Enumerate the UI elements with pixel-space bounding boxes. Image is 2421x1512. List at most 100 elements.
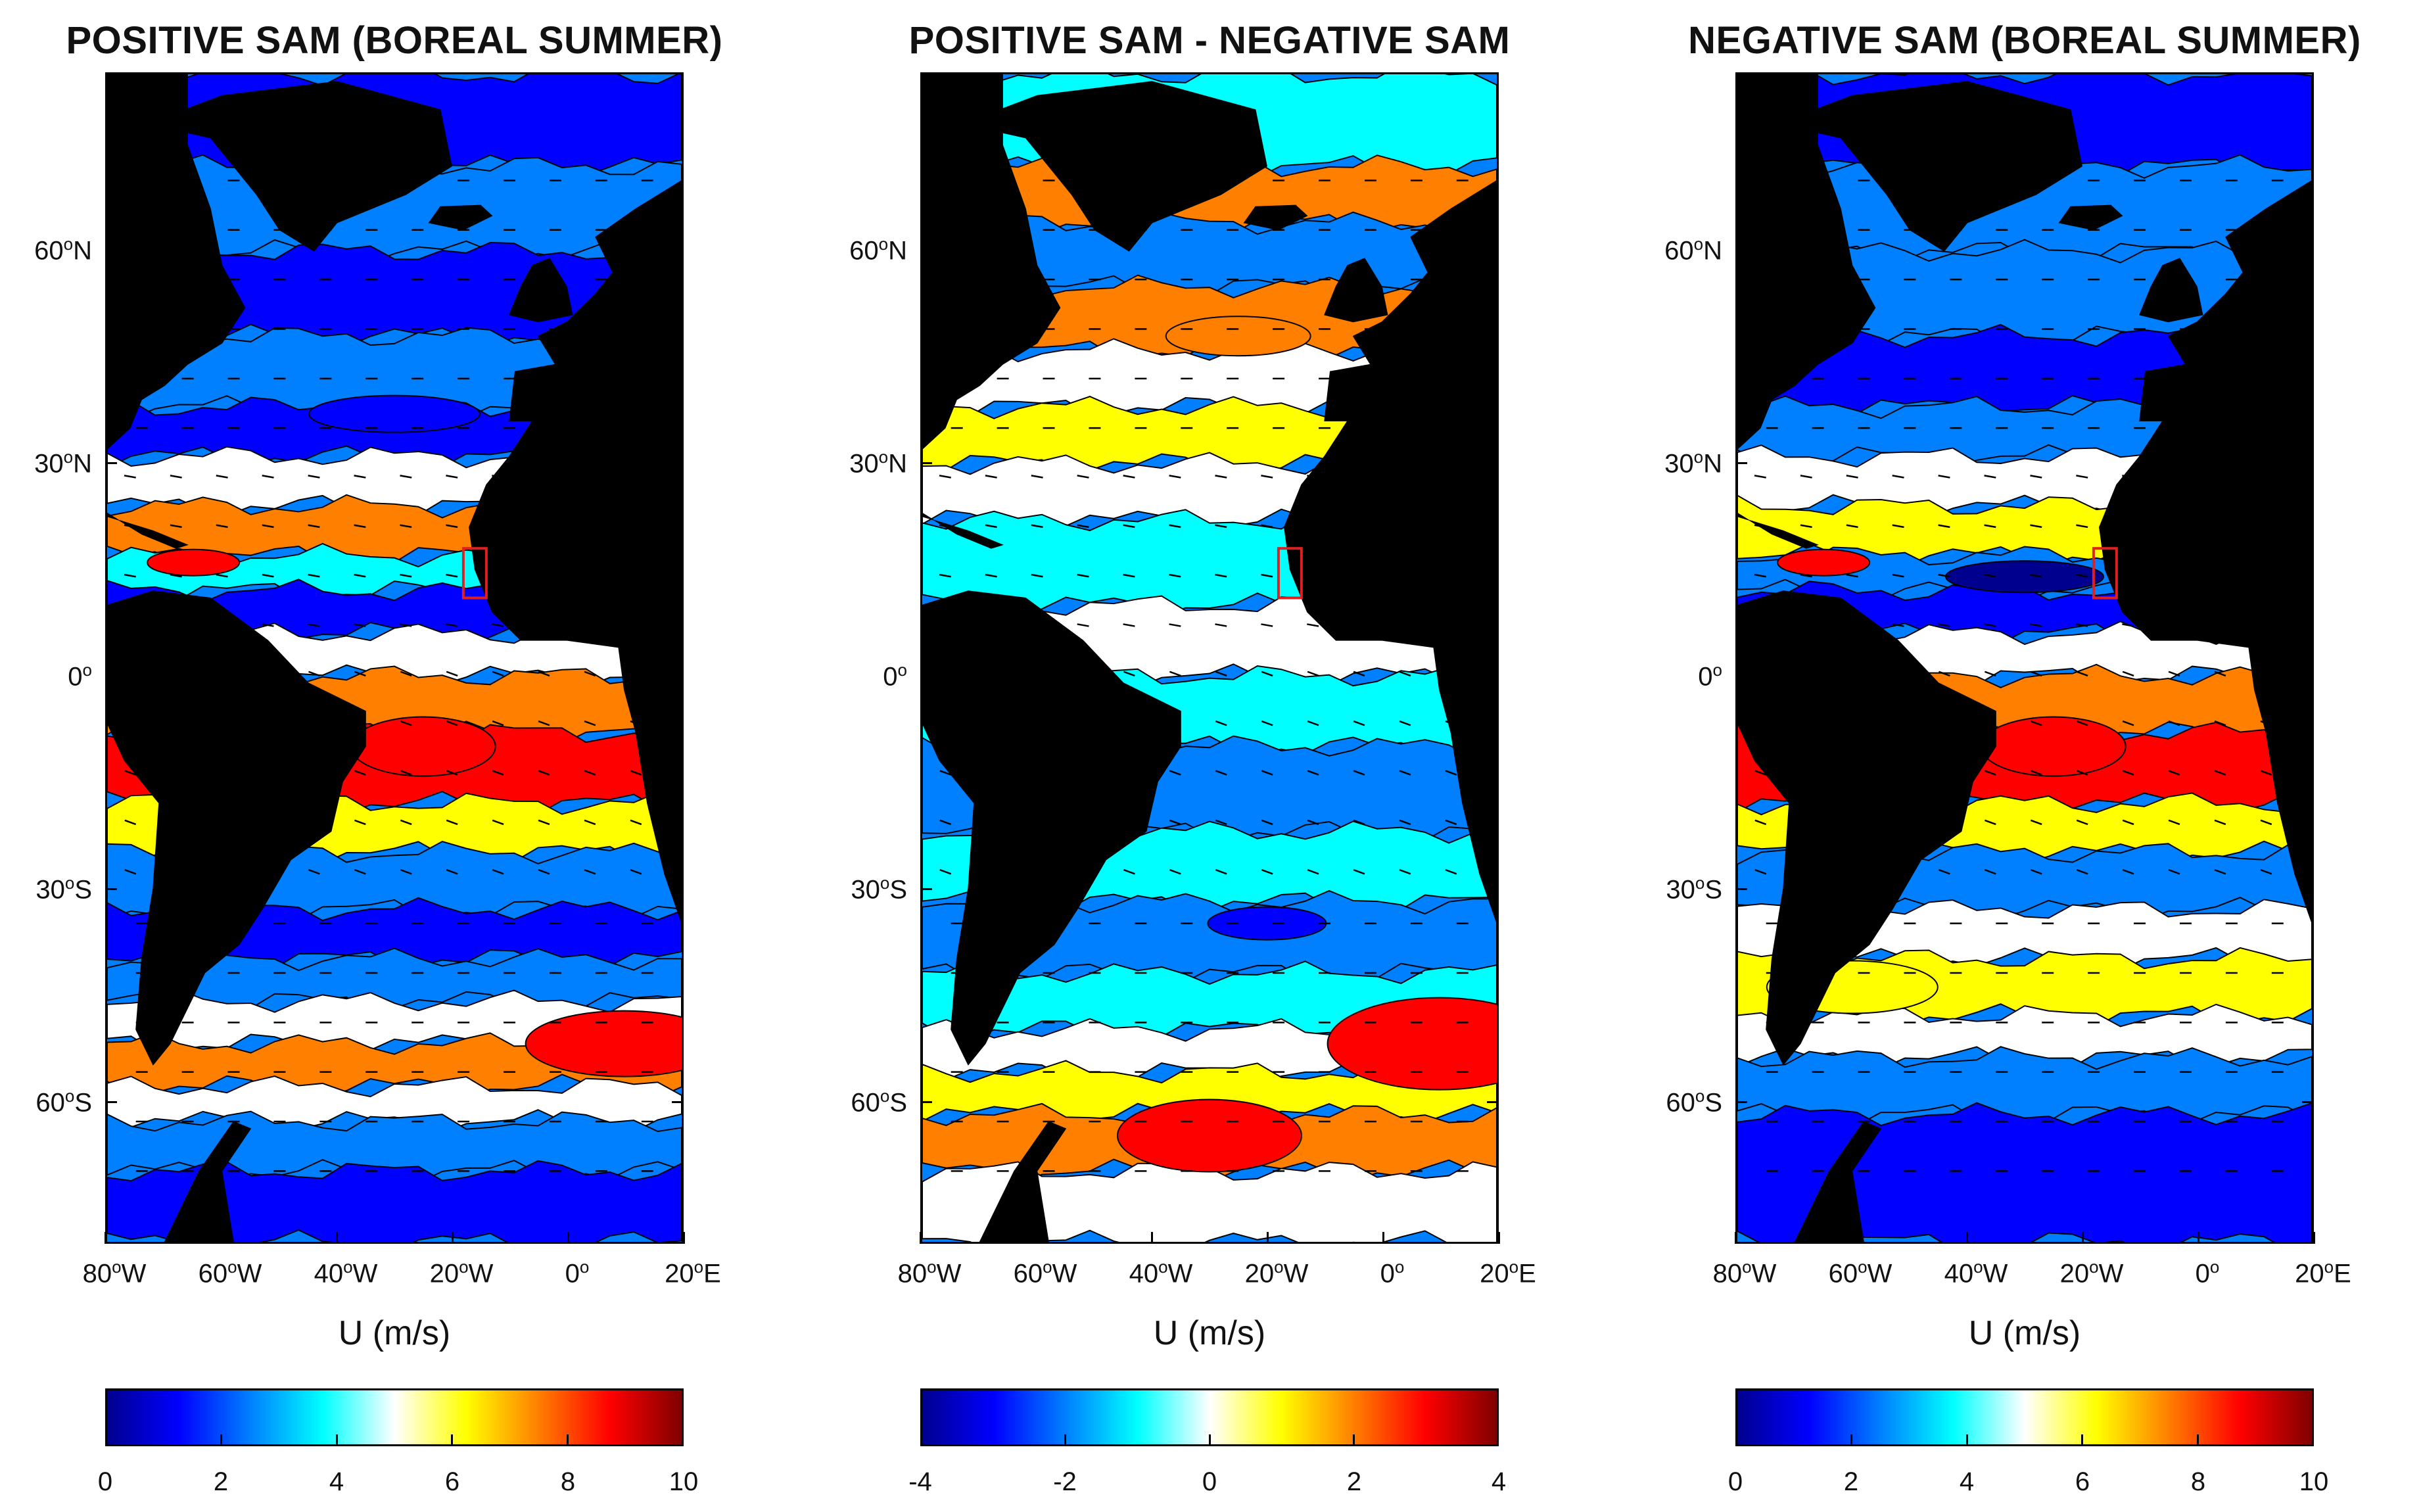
wind-vector: [2076, 623, 2088, 627]
greenland-landmass: [961, 81, 1267, 252]
europe-landmass: [1324, 179, 1497, 421]
latitude-tick-mark: [2302, 1101, 2314, 1103]
wind-vector: [2168, 868, 2180, 875]
wind-vector: [1215, 671, 1227, 677]
colorbar-tick-label: 6: [444, 1467, 460, 1496]
wind-vector: [1077, 573, 1089, 578]
wind-vector: [446, 770, 458, 776]
wind-vector: [492, 623, 504, 627]
longitude-tick-label: 80oW: [1712, 1257, 1777, 1288]
colorbar: [105, 1388, 684, 1446]
wind-vector: [492, 720, 504, 726]
wind-vector: [1984, 475, 1996, 479]
panel-title: POSITIVE SAM (BOREAL SUMMER): [66, 19, 723, 62]
colorbar: [1735, 1388, 2314, 1446]
latitude-tick-label: 60oN: [34, 234, 92, 266]
latitude-tick-mark: [920, 675, 932, 677]
wind-vector: [630, 819, 642, 826]
wind-vector: [2122, 770, 2134, 776]
wind-vector: [1307, 770, 1319, 776]
x-axis-title: U (m/s): [338, 1314, 451, 1352]
longitude-tick-label: 40oW: [314, 1257, 378, 1288]
contour-maximum: [1327, 997, 1497, 1091]
wind-vector: [1984, 770, 1996, 776]
caribbean-landmass: [107, 512, 189, 549]
latitude-tick-mark: [1487, 888, 1499, 890]
wind-vector: [1215, 720, 1227, 726]
latitude-tick-label: 60oN: [849, 234, 907, 266]
north-america-landmass: [922, 74, 1061, 450]
wind-vector: [2076, 671, 2088, 677]
wind-vector: [308, 524, 320, 529]
africa-landmass: [1284, 413, 1497, 924]
wind-vector: [538, 819, 550, 826]
latitude-tick-mark: [920, 888, 932, 890]
colorbar-tick-label: 8: [2190, 1467, 2206, 1496]
latitude-tick-label: 60oN: [1664, 234, 1722, 266]
wind-vector: [1754, 770, 1767, 776]
contour-band: [1737, 1046, 2312, 1126]
wind-vector: [1399, 770, 1411, 776]
wind-vector: [1938, 475, 1950, 479]
latitude-tick-mark: [1487, 675, 1499, 677]
wind-vector: [1800, 573, 1812, 578]
longitude-tick-mark: [1151, 1232, 1153, 1244]
wind-vector: [1846, 524, 1858, 529]
wind-vector: [262, 475, 274, 479]
latitude-tick-mark: [105, 888, 117, 890]
wind-vector: [1123, 475, 1135, 479]
wind-vector: [584, 819, 596, 826]
wind-vector: [1353, 868, 1365, 875]
colorbar-tick-mark: [1850, 1434, 1853, 1445]
wind-vector: [354, 671, 366, 677]
british-isles-landmass: [1324, 258, 1388, 323]
wind-vector: [584, 770, 596, 776]
contour-maximum: [147, 548, 241, 577]
wind-vector: [1399, 819, 1411, 826]
wind-vector: [584, 720, 596, 726]
latitude-tick-mark: [2302, 462, 2314, 464]
panel-title: NEGATIVE SAM (BOREAL SUMMER): [1688, 19, 2361, 62]
caribbean-landmass: [1737, 512, 1819, 549]
colorbar-tick-mark: [920, 1434, 922, 1445]
wind-vector: [2076, 868, 2088, 875]
wind-vector: [1800, 475, 1812, 479]
north-america-landmass: [1737, 74, 1876, 450]
latitude-tick-mark: [1487, 249, 1499, 251]
longitude-tick-label: 20oE: [2295, 1257, 2351, 1288]
wind-vector: [1261, 573, 1273, 578]
wind-vector: [262, 524, 274, 529]
latitude-tick-label: 60oS: [851, 1086, 907, 1118]
wind-vector: [1123, 573, 1135, 578]
wind-vector: [1261, 623, 1273, 627]
south-america-landmass: [922, 590, 1181, 1066]
wind-vector: [216, 475, 228, 479]
wind-vector: [939, 819, 952, 826]
wind-vector: [170, 475, 182, 479]
contour-maximum: [1165, 316, 1311, 357]
wind-vector: [2168, 819, 2180, 826]
contour-maximum: [308, 394, 481, 433]
contour-maximum: [350, 716, 496, 777]
wind-vector: [2030, 671, 2042, 677]
longitude-tick-mark: [452, 1232, 454, 1244]
colorbar-tick-mark: [2312, 1434, 2314, 1445]
longitude-tick-label: 60oW: [1828, 1257, 1892, 1288]
wind-vector: [2076, 573, 2088, 578]
longitude-tick-mark: [567, 1232, 569, 1244]
wind-vector: [1169, 524, 1181, 529]
wind-vector: [1123, 524, 1135, 529]
latitude-tick-mark: [1735, 249, 1747, 251]
longitude-tick-label: 20oE: [665, 1257, 721, 1288]
wind-vector: [1169, 623, 1181, 627]
wind-vector: [1800, 524, 1812, 529]
wind-vector: [1892, 573, 1904, 578]
caribbean-landmass: [922, 512, 1004, 549]
colorbar-tick-label: -2: [1053, 1467, 1077, 1496]
wind-vector: [1261, 770, 1273, 776]
antarctic-peninsula-landmass: [979, 1121, 1067, 1242]
longitude-tick-mark: [2082, 1232, 2084, 1244]
x-axis-title: U (m/s): [1153, 1314, 1266, 1352]
wind-vector: [2076, 524, 2088, 529]
colorbar-tick-mark: [105, 1434, 107, 1445]
